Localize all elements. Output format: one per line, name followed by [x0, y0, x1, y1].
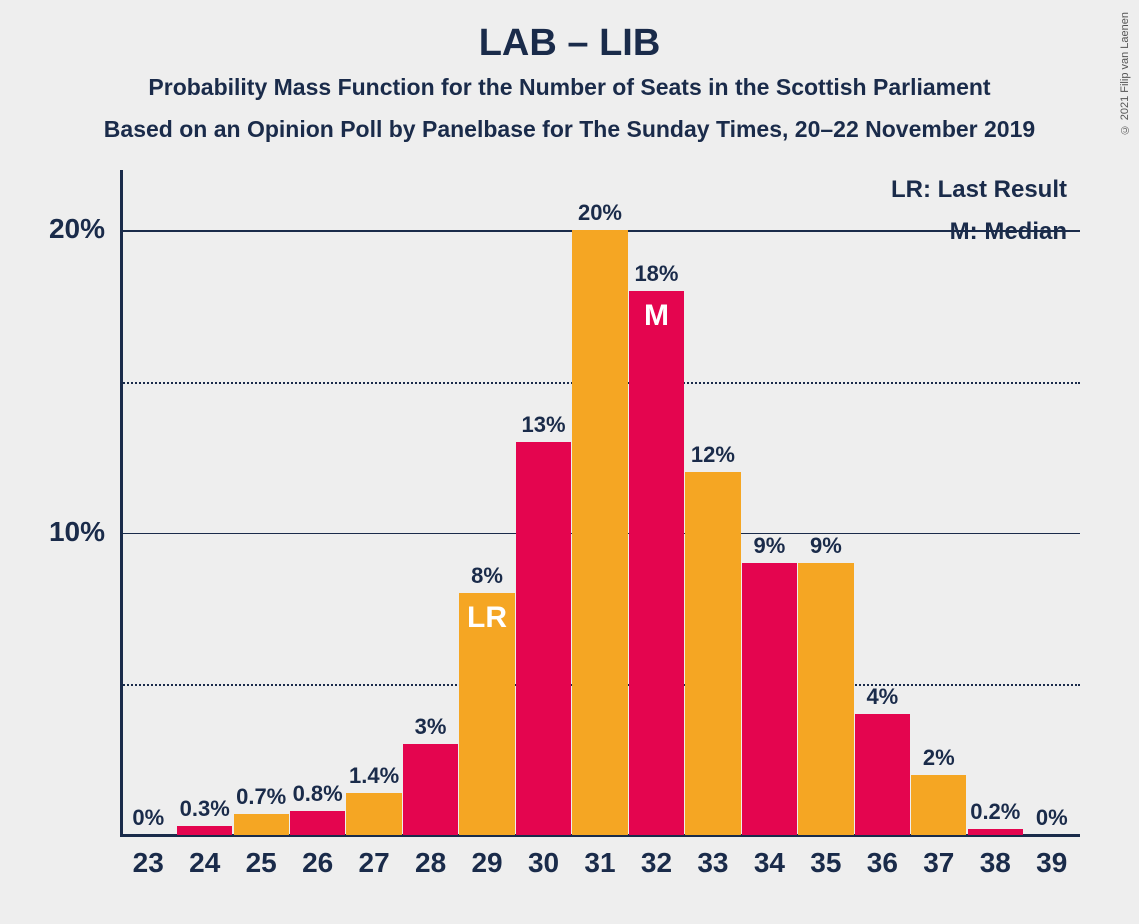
- y-axis-label: 20%: [25, 213, 105, 245]
- bar-value-label: 13%: [505, 412, 581, 438]
- chart-subtitle-2: Based on an Opinion Poll by Panelbase fo…: [0, 116, 1139, 143]
- bar-value-label: 2%: [901, 745, 977, 771]
- bar-value-label: 4%: [844, 684, 920, 710]
- x-axis-label: 38: [967, 847, 1023, 879]
- x-axis-label: 29: [459, 847, 515, 879]
- bar-value-label: 18%: [618, 261, 694, 287]
- bar: [516, 442, 571, 835]
- x-axis-label: 33: [685, 847, 741, 879]
- bar: [290, 811, 345, 835]
- x-axis-label: 27: [346, 847, 402, 879]
- x-axis-label: 26: [289, 847, 345, 879]
- x-axis-label: 25: [233, 847, 289, 879]
- x-axis-label: 24: [176, 847, 232, 879]
- bar-value-label: 1.4%: [336, 763, 412, 789]
- bar: [177, 826, 232, 835]
- bar: [572, 230, 627, 835]
- bar: [855, 714, 910, 835]
- bar: [403, 744, 458, 835]
- bar-marker-label: LR: [459, 601, 514, 635]
- chart-title: LAB – LIB: [0, 22, 1139, 65]
- x-axis-label: 35: [798, 847, 854, 879]
- bar-value-label: 0%: [1014, 805, 1090, 831]
- bar-value-label: 8%: [449, 563, 525, 589]
- bar: [742, 563, 797, 835]
- bar: [685, 472, 740, 835]
- x-axis-label: 34: [741, 847, 797, 879]
- bar: [629, 291, 684, 835]
- x-axis-label: 37: [911, 847, 967, 879]
- bar-value-label: 9%: [788, 533, 864, 559]
- bar: [346, 793, 401, 835]
- bar-value-label: 20%: [562, 200, 638, 226]
- chart-subtitle-1: Probability Mass Function for the Number…: [0, 74, 1139, 101]
- x-axis-label: 32: [628, 847, 684, 879]
- bar-marker-label: M: [629, 299, 684, 333]
- x-axis-label: 28: [402, 847, 458, 879]
- bar-value-label: 3%: [392, 714, 468, 740]
- x-axis-label: 30: [515, 847, 571, 879]
- bar: [234, 814, 289, 835]
- copyright-text: © 2021 Filip van Laenen: [1119, 12, 1131, 135]
- y-axis-label: 10%: [25, 516, 105, 548]
- bar-value-label: 12%: [675, 442, 751, 468]
- x-axis-label: 36: [854, 847, 910, 879]
- y-axis: [120, 170, 123, 835]
- x-axis-label: 31: [572, 847, 628, 879]
- chart-plot-area: 10%20%0%230.3%240.7%250.8%261.4%273%288%…: [120, 170, 1080, 835]
- x-axis-label: 39: [1024, 847, 1080, 879]
- x-axis-label: 23: [120, 847, 176, 879]
